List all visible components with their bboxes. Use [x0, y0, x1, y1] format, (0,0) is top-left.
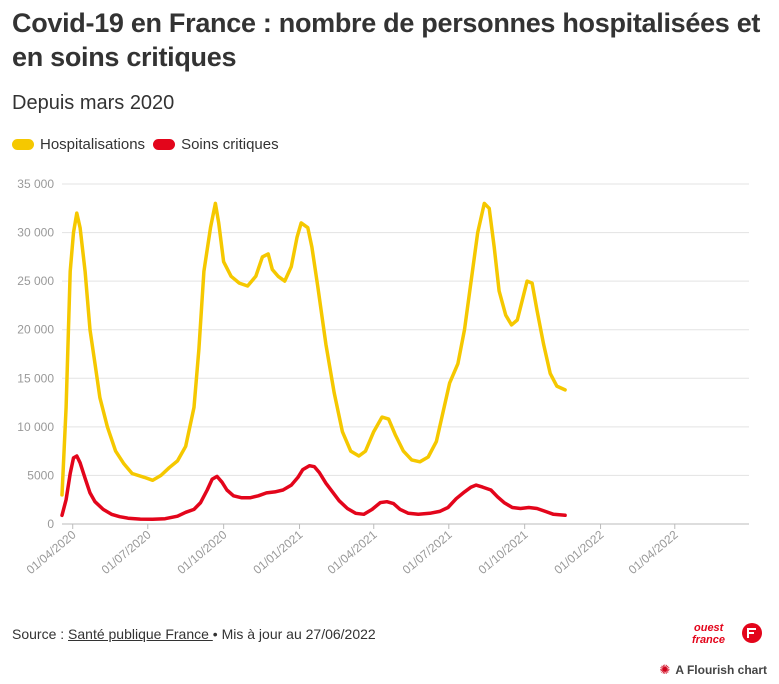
legend-item-hospitalisations[interactable]: Hospitalisations: [12, 136, 145, 153]
flourish-icon: ✺: [659, 662, 671, 677]
y-tick-label: 25 000: [17, 274, 54, 288]
update-note: • Mis à jour au 27/06/2022: [212, 626, 376, 642]
y-tick-label: 5000: [27, 468, 54, 482]
logo-mark-icon: [747, 628, 756, 638]
legend-swatch-soins-critiques: [153, 139, 176, 150]
x-tick-label: 01/10/2021: [476, 527, 531, 577]
chart-subtitle: Depuis mars 2020: [12, 92, 175, 114]
source-link[interactable]: Santé publique France: [68, 626, 213, 642]
x-tick-label: 01/04/2022: [626, 527, 681, 577]
legend-label-hospitalisations: Hospitalisations: [40, 136, 146, 153]
series-line-soins-critiques[interactable]: [60, 454, 567, 522]
chart-title: Covid-19 en France : nombre de personnes…: [12, 8, 761, 72]
gridlines: [62, 183, 749, 525]
source-prefix: Source :: [12, 626, 69, 642]
y-axis-labels: 0 5000 10 000 15 000 20 000 25 000 30 000 35 00…: [17, 177, 54, 531]
x-axis-labels: 01/04/2020 01/07/2020 01/10/2020 01/01/2021…: [24, 524, 681, 577]
x-tick-label: 01/01/2021: [250, 527, 305, 577]
x-tick-label: 01/07/2020: [99, 527, 154, 577]
y-tick-label: 0: [47, 517, 54, 531]
y-tick-label: 10 000: [17, 420, 54, 434]
line-chart: 0 5000 10 000 15 000 20 000 25 000 30 000 35 00…: [17, 177, 749, 577]
legend-item-soins-critiques[interactable]: Soins critiques: [153, 136, 279, 153]
x-tick-label: 01/10/2020: [175, 527, 230, 577]
y-tick-label: 30 000: [17, 226, 54, 240]
footer: Source : Santé publique France • Mis à j…: [12, 626, 376, 642]
legend-swatch-hospitalisations: [12, 139, 34, 150]
x-tick-label: 01/01/2022: [551, 527, 606, 577]
ouest-france-logo[interactable]: ouest france: [690, 620, 764, 646]
y-tick-label: 20 000: [17, 323, 54, 337]
y-tick-label: 15 000: [17, 371, 54, 385]
flourish-label: A Flourish chart: [675, 663, 767, 677]
x-tick-label: 01/04/2021: [325, 527, 380, 577]
flourish-credit[interactable]: ✺ A Flourish chart: [660, 662, 767, 678]
x-tick-label: 01/04/2020: [24, 527, 79, 577]
legend-label-soins-critiques: Soins critiques: [181, 136, 279, 153]
logo-line2: france: [692, 634, 725, 646]
logo-line1: ouest: [694, 622, 725, 634]
series-line-hospitalisations[interactable]: [60, 201, 567, 497]
legend: Hospitalisations Soins critiques: [12, 136, 287, 153]
series-lines: [60, 201, 567, 522]
x-tick-label: 01/07/2021: [400, 527, 455, 577]
y-tick-label: 35 000: [17, 177, 54, 191]
